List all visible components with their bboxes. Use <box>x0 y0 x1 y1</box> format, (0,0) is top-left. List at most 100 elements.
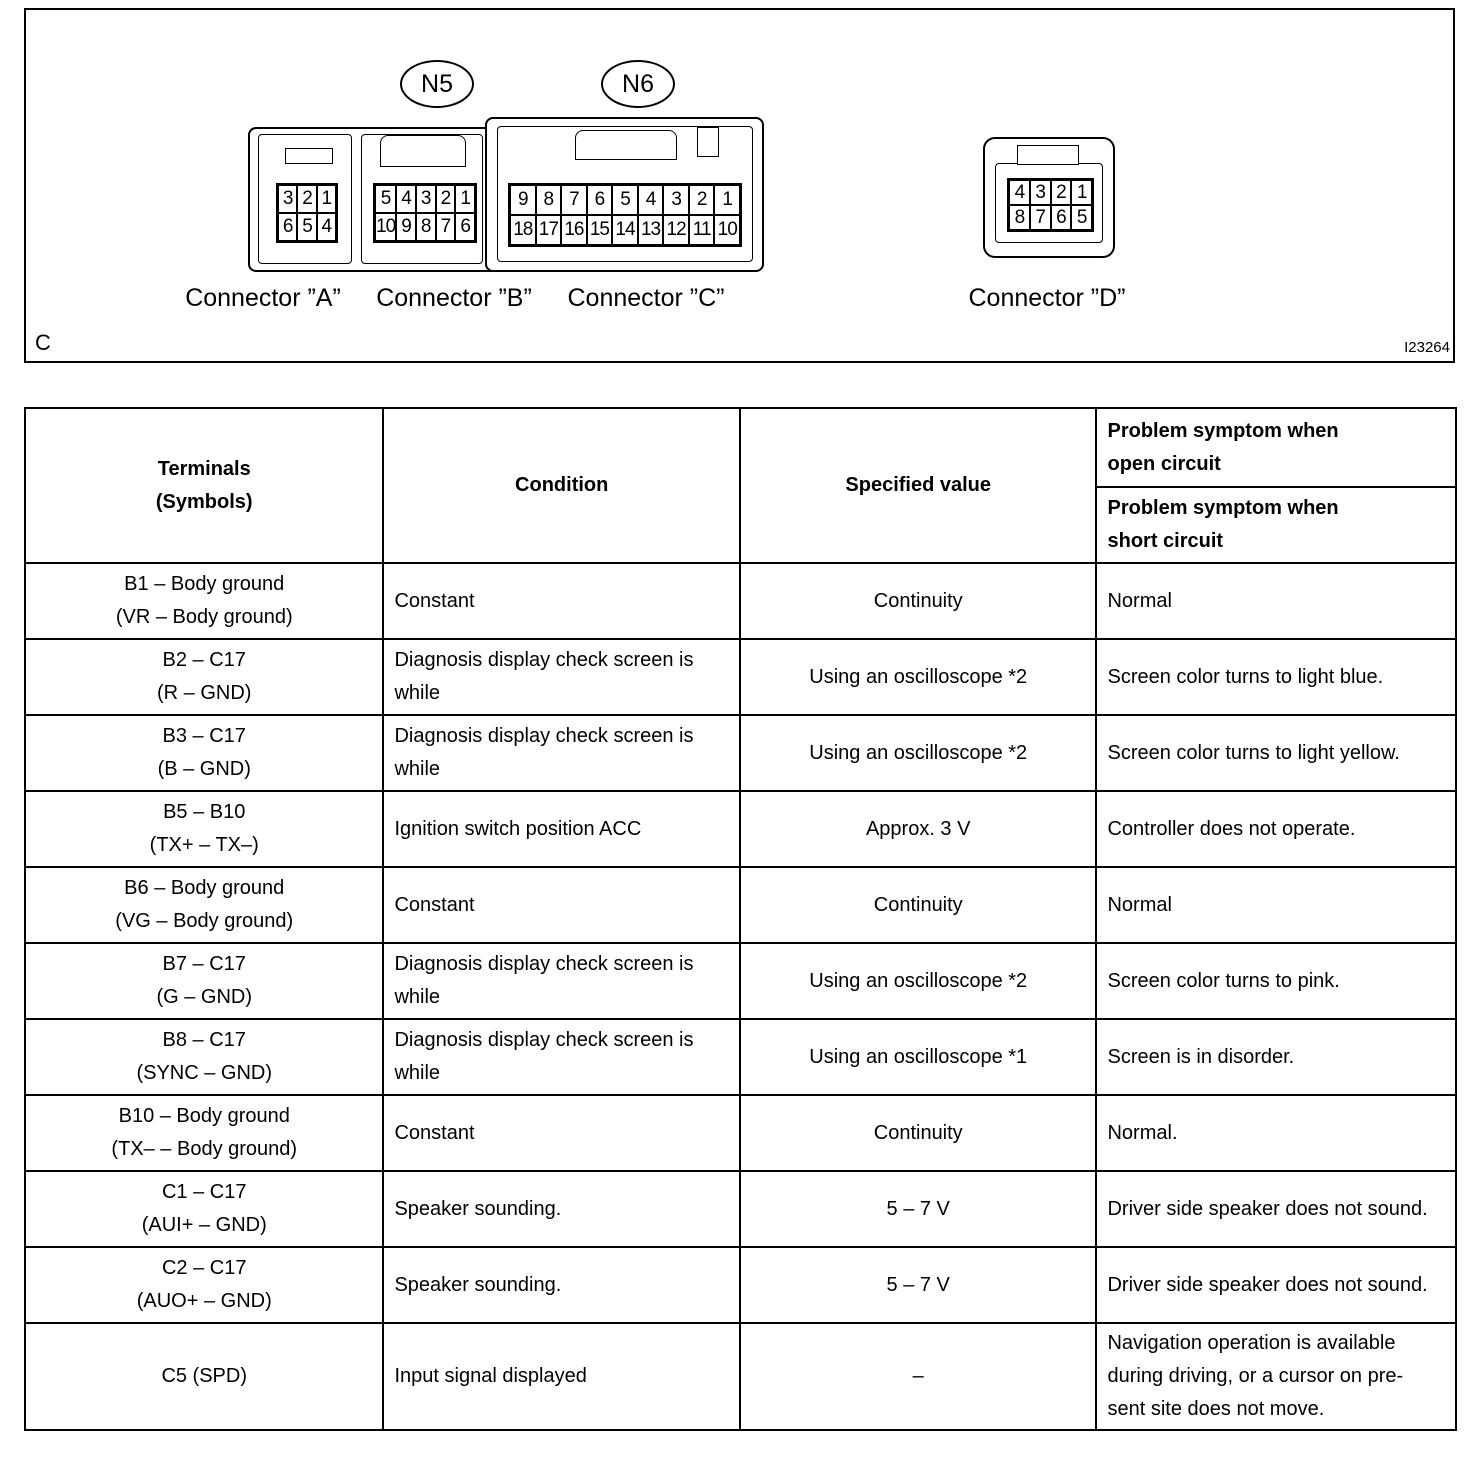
terminal-cell: B1 – Body ground (VR – Body ground) <box>23 562 385 640</box>
header-specified-value: Specified value <box>738 407 1098 564</box>
pin: 7 <box>435 213 456 241</box>
pin: 1 <box>714 185 740 215</box>
pin: 12 <box>663 215 689 245</box>
pin: 4 <box>637 185 664 215</box>
condition-cell: Constant <box>382 866 741 944</box>
connector-b-shell <box>361 134 483 264</box>
pin: 7 <box>561 185 587 215</box>
specified-value-cell: Continuity <box>738 1094 1098 1172</box>
connector-d-label: Connector ”D” <box>968 284 1126 312</box>
terminal-cell: B6 – Body ground (VG – Body ground) <box>23 866 385 944</box>
pin: 10 <box>375 213 396 241</box>
connector-c-key <box>697 127 719 157</box>
pin: 2 <box>297 185 317 213</box>
table-row: B3 – C17 (B – GND) Diagnosis display check… <box>23 714 1457 792</box>
terminal-cell: C1 – C17 (AUI+ – GND) <box>23 1170 385 1248</box>
symptom-cell: Navigation operation is available during… <box>1095 1322 1457 1431</box>
pin: 5 <box>375 185 397 213</box>
specified-value-cell: Using an oscilloscope *2 <box>738 942 1098 1020</box>
corner-label: C <box>35 330 51 355</box>
specified-value-cell: Approx. 3 V <box>738 790 1098 868</box>
condition-cell: Speaker sounding. <box>382 1246 741 1324</box>
symptom-cell: Normal. <box>1095 1094 1457 1172</box>
pin: 9 <box>396 213 416 241</box>
terminal-cell: B10 – Body ground (TX– – Body ground) <box>23 1094 385 1172</box>
symptom-cell: Driver side speaker does not sound. <box>1095 1246 1457 1324</box>
header-terminals: Terminals (Symbols) <box>23 407 385 564</box>
symptom-cell: Controller does not operate. <box>1095 790 1457 868</box>
pin: 17 <box>535 215 562 245</box>
pin: 5 <box>612 185 638 215</box>
symptom-cell: Normal <box>1095 866 1457 944</box>
condition-cell: Constant <box>382 562 741 640</box>
pin: 18 <box>510 215 536 245</box>
condition-cell: Diagnosis display check screen is while <box>382 714 741 792</box>
terminal-cell: B7 – C17 (G – GND) <box>23 942 385 1020</box>
condition-cell: Input signal displayed <box>382 1322 741 1431</box>
pin: 3 <box>278 185 298 213</box>
pin: 9 <box>510 185 536 215</box>
table-row: B8 – C17 (SYNC – GND) Diagnosis display ch… <box>23 1018 1457 1096</box>
symptom-cell: Screen is in disorder. <box>1095 1018 1457 1096</box>
connector-b-code: N5 <box>400 60 474 108</box>
connector-b-label: Connector ”B” <box>376 284 532 312</box>
pin: 8 <box>1009 205 1030 230</box>
pin: 4 <box>316 213 336 241</box>
pin: 5 <box>1071 205 1092 230</box>
pin: 5 <box>297 213 317 241</box>
pin: 8 <box>535 185 562 215</box>
specified-value-cell: Using an oscilloscope *2 <box>738 638 1098 716</box>
pin: 2 <box>1050 180 1072 205</box>
symptom-cell: Driver side speaker does not sound. <box>1095 1170 1457 1248</box>
condition-cell: Constant <box>382 1094 741 1172</box>
pin: 4 <box>1009 180 1030 205</box>
terminal-cell: B3 – C17 (B – GND) <box>23 714 385 792</box>
pin: 10 <box>714 215 740 245</box>
specified-value-cell: Using an oscilloscope *2 <box>738 714 1098 792</box>
pin: 16 <box>561 215 587 245</box>
pin: 3 <box>663 185 689 215</box>
specified-value-cell: 5 – 7 V <box>738 1246 1098 1324</box>
pin: 6 <box>278 213 298 241</box>
table-row: B1 – Body ground (VR – Body ground) Consta… <box>23 562 1457 640</box>
table-row: C5 (SPD) Input signal displayed – Navigatio… <box>23 1322 1457 1431</box>
connector-a-shell <box>258 134 352 264</box>
header-open-circuit: Problem symptom when open circuit <box>1095 407 1457 488</box>
connector-c-latch <box>575 130 677 160</box>
terminal-table: Terminals (Symbols) Condition Specified v… <box>23 407 1457 1431</box>
specified-value-cell: Continuity <box>738 866 1098 944</box>
specified-value-cell: – <box>738 1322 1098 1431</box>
pin: 15 <box>586 215 613 245</box>
condition-cell: Ignition switch position ACC <box>382 790 741 868</box>
table-row: C2 – C17 (AUO+ – GND) Speaker sounding. 5 –… <box>23 1246 1457 1324</box>
symptom-cell: Screen color turns to light yellow. <box>1095 714 1457 792</box>
symptom-cell: Screen color turns to light blue. <box>1095 638 1457 716</box>
figure-id: I23264 <box>1404 339 1450 356</box>
pin: 4 <box>396 185 416 213</box>
header-short-circuit: Problem symptom when short circuit <box>1095 486 1457 564</box>
table-row: C1 – C17 (AUI+ – GND) Speaker sounding. 5 –… <box>23 1170 1457 1248</box>
terminal-cell: C2 – C17 (AUO+ – GND) <box>23 1246 385 1324</box>
table-row: B2 – C17 (R – GND) Diagnosis display check… <box>23 638 1457 716</box>
terminal-cell: B8 – C17 (SYNC – GND) <box>23 1018 385 1096</box>
condition-cell: Diagnosis display check screen is while <box>382 638 741 716</box>
specified-value-cell: 5 – 7 V <box>738 1170 1098 1248</box>
pin: 1 <box>1071 180 1092 205</box>
condition-cell: Speaker sounding. <box>382 1170 741 1248</box>
terminal-cell: B2 – C17 (R – GND) <box>23 638 385 716</box>
connector-a-latch <box>285 148 333 164</box>
pin: 2 <box>435 185 456 213</box>
pin: 14 <box>612 215 638 245</box>
specified-value-cell: Continuity <box>738 562 1098 640</box>
table-row: B5 – B10 (TX+ – TX–) Ignition switch posit… <box>23 790 1457 868</box>
terminal-cell: B5 – B10 (TX+ – TX–) <box>23 790 385 868</box>
condition-cell: Diagnosis display check screen is while <box>382 1018 741 1096</box>
condition-cell: Diagnosis display check screen is while <box>382 942 741 1020</box>
connector-c-code: N6 <box>601 60 675 108</box>
connector-c-shell <box>497 126 753 262</box>
symptom-cell: Normal <box>1095 562 1457 640</box>
pin: 13 <box>637 215 664 245</box>
pin: 2 <box>688 185 715 215</box>
